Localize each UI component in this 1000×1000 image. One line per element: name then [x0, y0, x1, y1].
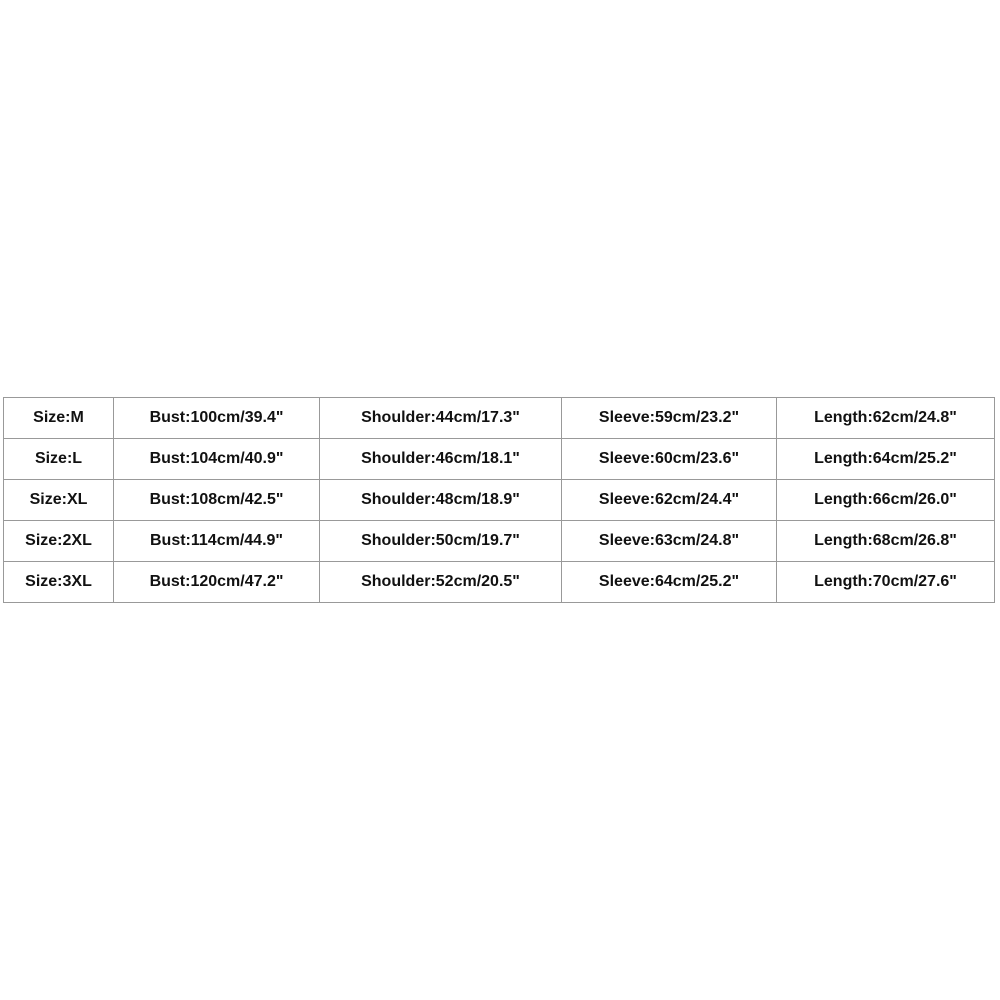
length-cell: Length:64cm/25.2" — [776, 438, 995, 480]
bust-cell: Bust:114cm/44.9" — [113, 520, 320, 562]
size-cell: Size:M — [3, 397, 114, 439]
sleeve-cell: Sleeve:64cm/25.2" — [561, 561, 777, 603]
shoulder-cell: Shoulder:50cm/19.7" — [319, 520, 562, 562]
table-row: Size:XL Bust:108cm/42.5" Shoulder:48cm/18.… — [3, 479, 995, 521]
size-chart-table: Size:M Bust:100cm/39.4" Shoulder:44cm/17.3… — [3, 397, 995, 603]
table-row: Size:M Bust:100cm/39.4" Shoulder:44cm/17.3… — [3, 397, 995, 439]
bust-cell: Bust:120cm/47.2" — [113, 561, 320, 603]
sleeve-cell: Sleeve:63cm/24.8" — [561, 520, 777, 562]
length-cell: Length:62cm/24.8" — [776, 397, 995, 439]
table-row: Size:3XL Bust:120cm/47.2" Shoulder:52cm/20… — [3, 561, 995, 603]
sleeve-cell: Sleeve:60cm/23.6" — [561, 438, 777, 480]
shoulder-cell: Shoulder:48cm/18.9" — [319, 479, 562, 521]
bust-cell: Bust:108cm/42.5" — [113, 479, 320, 521]
length-cell: Length:70cm/27.6" — [776, 561, 995, 603]
table-row: Size:L Bust:104cm/40.9" Shoulder:46cm/18.1… — [3, 438, 995, 480]
length-cell: Length:68cm/26.8" — [776, 520, 995, 562]
bust-cell: Bust:100cm/39.4" — [113, 397, 320, 439]
sleeve-cell: Sleeve:59cm/23.2" — [561, 397, 777, 439]
size-cell: Size:XL — [3, 479, 114, 521]
shoulder-cell: Shoulder:52cm/20.5" — [319, 561, 562, 603]
shoulder-cell: Shoulder:44cm/17.3" — [319, 397, 562, 439]
shoulder-cell: Shoulder:46cm/18.1" — [319, 438, 562, 480]
sleeve-cell: Sleeve:62cm/24.4" — [561, 479, 777, 521]
size-cell: Size:2XL — [3, 520, 114, 562]
length-cell: Length:66cm/26.0" — [776, 479, 995, 521]
bust-cell: Bust:104cm/40.9" — [113, 438, 320, 480]
size-cell: Size:L — [3, 438, 114, 480]
size-cell: Size:3XL — [3, 561, 114, 603]
table-row: Size:2XL Bust:114cm/44.9" Shoulder:50cm/19… — [3, 520, 995, 562]
